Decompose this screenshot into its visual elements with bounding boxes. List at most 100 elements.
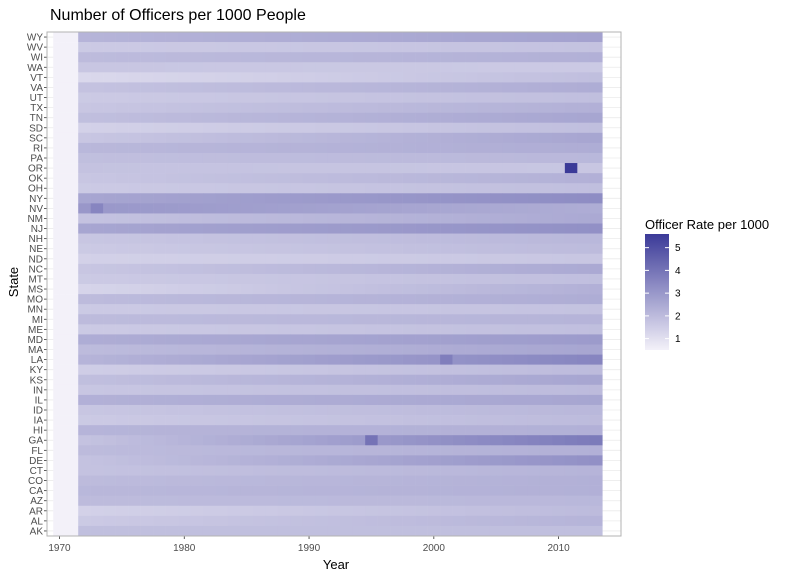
heatmap-cell-MI-1987 xyxy=(265,314,279,325)
heatmap-cell-TN-1985 xyxy=(240,112,254,124)
heatmap-cell-MT-2001 xyxy=(440,273,453,285)
heatmap-cell-NE-1981 xyxy=(190,243,204,255)
heatmap-cell-SC-1991 xyxy=(315,132,329,144)
heatmap-cell-HI-2006 xyxy=(502,425,516,436)
heatmap-cell-TX-2013 xyxy=(589,102,603,113)
heatmap-cell-FL-2003 xyxy=(465,445,478,456)
heatmap-cell-MA-1978 xyxy=(153,344,166,355)
heatmap-cell-KY-1970 xyxy=(53,364,67,376)
heatmap-cell-DE-2013 xyxy=(589,455,603,466)
heatmap-cell-DE-2006 xyxy=(502,455,516,466)
y-tick-label-ME: ME xyxy=(28,325,43,336)
heatmap-cell-OR-1999 xyxy=(415,163,428,174)
heatmap-cell-KY-1992 xyxy=(327,364,341,376)
heatmap-cell-AK-1996 xyxy=(377,525,391,537)
heatmap-cell-SC-1989 xyxy=(290,132,304,144)
heatmap-cell-PA-2006 xyxy=(502,152,516,164)
heatmap-cell-MA-1984 xyxy=(227,344,241,355)
heatmap-cell-MT-1992 xyxy=(327,273,341,285)
heatmap-cell-WY-1972 xyxy=(78,32,91,43)
heatmap-cell-KY-1994 xyxy=(352,364,366,376)
heatmap-cell-RI-2011 xyxy=(564,142,578,154)
heatmap-cell-UT-1974 xyxy=(103,92,116,103)
heatmap-cell-ND-1999 xyxy=(415,253,428,265)
heatmap-cell-NH-1991 xyxy=(315,233,329,244)
heatmap-cell-TN-1986 xyxy=(252,112,266,124)
heatmap-cell-WY-1979 xyxy=(165,32,179,43)
heatmap-cell-NH-2001 xyxy=(440,233,453,244)
heatmap-cell-MA-2005 xyxy=(489,344,503,355)
heatmap-cell-VT-1989 xyxy=(290,72,304,83)
heatmap-cell-CT-2000 xyxy=(427,465,441,476)
heatmap-cell-DE-1995 xyxy=(365,455,378,466)
heatmap-cell-MO-1991 xyxy=(315,294,329,305)
heatmap-cell-UT-1982 xyxy=(202,92,216,103)
heatmap-cell-RI-1998 xyxy=(402,142,416,154)
heatmap-cell-NE-1976 xyxy=(128,243,141,255)
heatmap-cell-MA-1971 xyxy=(65,344,79,355)
heatmap-cell-MT-1979 xyxy=(165,273,179,285)
heatmap-cell-RI-1984 xyxy=(227,142,241,154)
y-tick-label-GA: GA xyxy=(29,436,44,447)
heatmap-cell-AR-1975 xyxy=(115,505,129,517)
heatmap-cell-SD-2003 xyxy=(465,122,478,134)
heatmap-cell-NE-1994 xyxy=(352,243,366,255)
heatmap-cell-IN-2008 xyxy=(527,384,541,396)
heatmap-cell-HI-1993 xyxy=(340,425,354,436)
heatmap-cell-CA-2000 xyxy=(427,485,441,496)
heatmap-cell-NE-1987 xyxy=(265,243,279,255)
heatmap-cell-SD-1970 xyxy=(53,122,67,134)
heatmap-cell-UT-2002 xyxy=(452,92,466,103)
heatmap-cell-UT-1984 xyxy=(227,92,241,103)
heatmap-cell-PA-2011 xyxy=(564,152,578,164)
heatmap-cell-MO-2006 xyxy=(502,294,516,305)
heatmap-cell-AK-2013 xyxy=(589,525,603,537)
heatmap-cell-WI-1977 xyxy=(140,52,154,63)
heatmap-cell-CO-1994 xyxy=(352,475,366,486)
heatmap-cell-NJ-2008 xyxy=(527,223,541,234)
heatmap-cell-NM-1998 xyxy=(402,213,416,224)
heatmap-cell-NJ-1997 xyxy=(390,223,403,234)
heatmap-cell-WY-1999 xyxy=(415,32,428,43)
heatmap-cell-TX-1991 xyxy=(315,102,329,113)
heatmap-cell-MA-2006 xyxy=(502,344,516,355)
heatmap-cell-NY-1983 xyxy=(215,193,229,204)
heatmap-cell-IA-2012 xyxy=(577,415,591,426)
heatmap-cell-HI-2002 xyxy=(452,425,466,436)
heatmap-cell-IN-1983 xyxy=(215,384,229,396)
heatmap-cell-PA-1988 xyxy=(277,152,291,164)
heatmap-cell-AR-2001 xyxy=(440,505,453,517)
heatmap-cell-MD-1995 xyxy=(365,334,378,345)
heatmap-cell-ND-2006 xyxy=(502,253,516,265)
heatmap-cell-IL-2007 xyxy=(514,394,528,406)
x-tick-label-2010: 2010 xyxy=(547,543,570,554)
heatmap-cell-GA-2004 xyxy=(477,435,491,446)
heatmap-cell-NM-2007 xyxy=(514,213,528,224)
heatmap-cell-CO-1972 xyxy=(78,475,91,486)
heatmap-cell-CT-2012 xyxy=(577,465,591,476)
heatmap-cell-GA-2007 xyxy=(514,435,528,446)
heatmap-cell-TX-1985 xyxy=(240,102,254,113)
heatmap-cell-FL-1998 xyxy=(402,445,416,456)
heatmap-cell-TN-2002 xyxy=(452,112,466,124)
heatmap-cell-AR-1983 xyxy=(215,505,229,517)
heatmap-cell-AK-2005 xyxy=(489,525,503,537)
heatmap-cell-WV-1993 xyxy=(340,42,354,53)
heatmap-cell-WV-1980 xyxy=(178,42,191,53)
heatmap-cell-WY-2003 xyxy=(465,32,478,43)
heatmap-cell-OR-1977 xyxy=(140,163,154,174)
heatmap-cell-MT-1987 xyxy=(265,273,279,285)
heatmap-cell-MI-1998 xyxy=(402,314,416,325)
heatmap-cell-TX-1984 xyxy=(227,102,241,113)
heatmap-cell-HI-1990 xyxy=(302,425,316,436)
heatmap-cell-NC-1991 xyxy=(315,263,329,275)
heatmap-cell-RI-1985 xyxy=(240,142,254,154)
heatmap-cell-KY-2007 xyxy=(514,364,528,376)
heatmap-cell-DE-1980 xyxy=(178,455,191,466)
heatmap-cell-AR-1971 xyxy=(65,505,79,517)
heatmap-cell-KY-1999 xyxy=(415,364,428,376)
heatmap-cell-MA-1976 xyxy=(128,344,141,355)
heatmap-cell-WV-1988 xyxy=(277,42,291,53)
heatmap-cell-MS-1998 xyxy=(402,284,416,295)
heatmap-cell-NH-1978 xyxy=(153,233,166,244)
